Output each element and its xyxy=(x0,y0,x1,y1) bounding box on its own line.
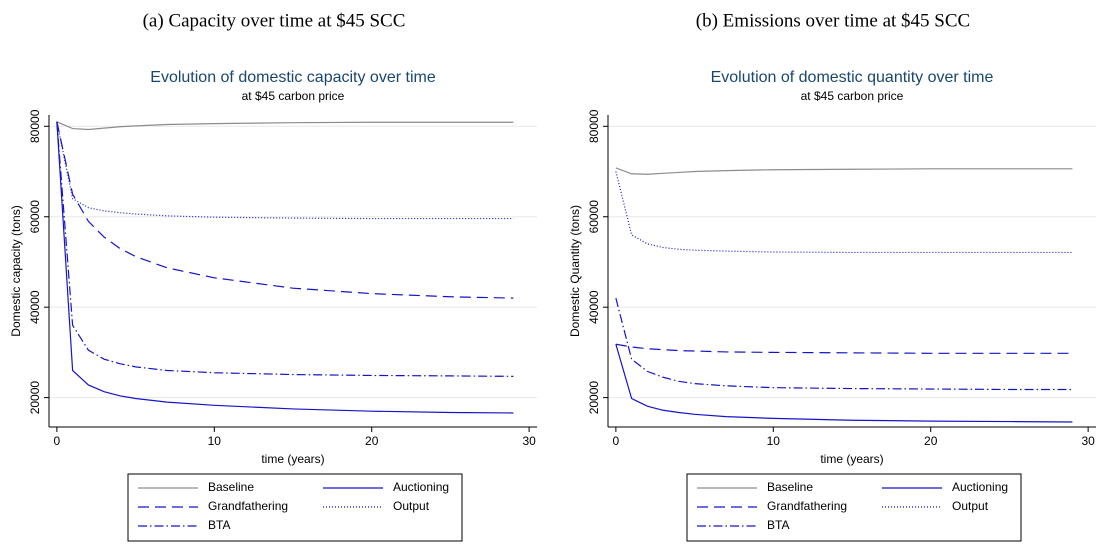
y-tick-label: 40000 xyxy=(587,290,601,324)
legend-box xyxy=(127,473,463,542)
series-line xyxy=(56,121,514,299)
legend: Baseline Auctioning Grandfathering Output BT… xyxy=(127,473,463,542)
legend-label: BTA xyxy=(767,518,789,532)
x-tick-label: 30 xyxy=(1081,434,1095,448)
series-line xyxy=(615,171,1073,254)
chart-title: Evolution of domestic quantity over time xyxy=(711,69,994,86)
x-tick-label: 0 xyxy=(613,434,620,448)
legend-label: Auctioning xyxy=(393,480,449,494)
series-line xyxy=(615,167,1073,175)
legend: Baseline Auctioning Grandfathering Output BT… xyxy=(686,473,1022,542)
chart-panel: (a) Capacity over time at $45 SCC Evoluti… xyxy=(9,10,537,542)
x-tick-label: 20 xyxy=(365,434,379,448)
y-tick-label: 80000 xyxy=(28,109,42,143)
chart-subtitle: at $45 carbon price xyxy=(801,89,904,103)
legend-label: Baseline xyxy=(767,480,813,494)
legend-label: Grandfathering xyxy=(208,499,288,513)
legend-label: BTA xyxy=(208,518,230,532)
series-line xyxy=(56,121,514,377)
y-tick-label: 60000 xyxy=(28,200,42,234)
y-tick-label: 40000 xyxy=(28,290,42,324)
series-line xyxy=(56,121,514,131)
y-tick-label: 60000 xyxy=(587,200,601,234)
chart-subtitle: at $45 carbon price xyxy=(242,89,345,103)
x-axis-label: time (years) xyxy=(820,452,883,466)
x-tick-label: 10 xyxy=(767,434,781,448)
x-axis-label: time (years) xyxy=(261,452,324,466)
legend-label: Grandfathering xyxy=(767,499,847,513)
series-line xyxy=(56,121,514,220)
legend-label: Output xyxy=(393,499,430,513)
x-tick-label: 10 xyxy=(208,434,222,448)
series-line xyxy=(615,344,1073,423)
y-tick-label: 80000 xyxy=(587,109,601,143)
caption: (a) Capacity over time at $45 SCC xyxy=(143,10,406,31)
legend-label: Baseline xyxy=(208,480,254,494)
legend-label: Output xyxy=(952,499,989,513)
chart-panel: (b) Emissions over time at $45 SCC Evolut… xyxy=(568,10,1096,542)
caption: (b) Emissions over time at $45 SCC xyxy=(696,10,970,31)
chart-title: Evolution of domestic capacity over time xyxy=(150,69,436,86)
y-tick-label: 20000 xyxy=(587,381,601,415)
legend-box xyxy=(686,473,1022,542)
series-line xyxy=(615,343,1073,354)
series-line xyxy=(615,297,1073,391)
y-axis-label: Domestic capacity (tons) xyxy=(9,205,23,336)
x-tick-label: 30 xyxy=(522,434,536,448)
x-tick-label: 0 xyxy=(54,434,61,448)
y-axis-label: Domestic Quantity (tons) xyxy=(568,205,582,337)
legend-label: Auctioning xyxy=(952,480,1008,494)
series-line xyxy=(56,121,514,414)
y-tick-label: 20000 xyxy=(28,381,42,415)
x-tick-label: 20 xyxy=(924,434,938,448)
